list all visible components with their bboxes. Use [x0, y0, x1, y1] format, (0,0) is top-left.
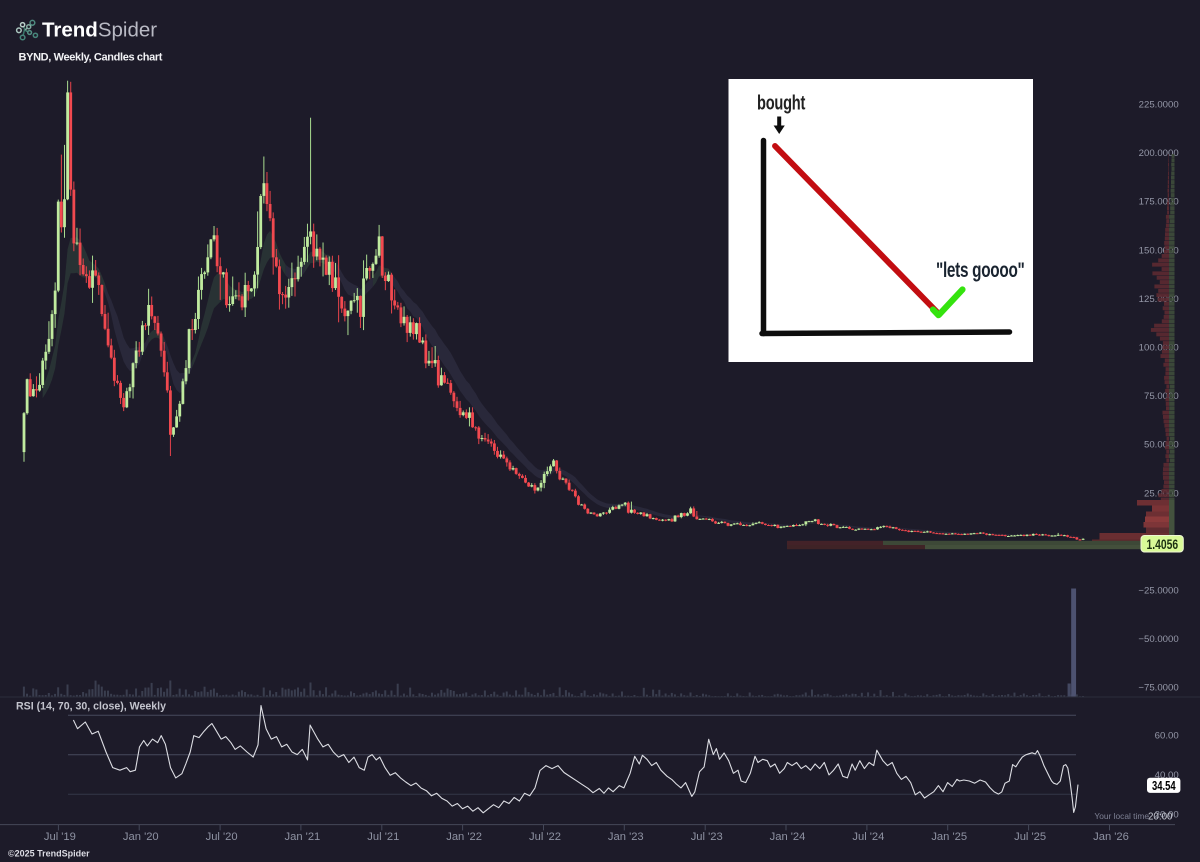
svg-text:−75.0000: −75.0000: [1138, 683, 1178, 694]
svg-text:40.00: 40.00: [1155, 770, 1179, 781]
svg-text:60.00: 60.00: [1155, 730, 1179, 741]
svg-text:Jan '22: Jan '22: [446, 831, 482, 843]
svg-text:175.0000: 175.0000: [1139, 197, 1179, 208]
svg-text:BYND, Weekly, Candles chart: BYND, Weekly, Candles chart: [19, 52, 163, 64]
svg-text:−50.0000: −50.0000: [1138, 634, 1178, 645]
svg-text:Jan '23: Jan '23: [608, 831, 644, 843]
svg-text:200.0000: 200.0000: [1139, 148, 1179, 159]
svg-text:Jul '19: Jul '19: [44, 831, 76, 843]
svg-text:TrendSpider: TrendSpider: [42, 19, 157, 42]
svg-text:34.54: 34.54: [1152, 780, 1176, 794]
svg-text:bought: bought: [757, 91, 805, 114]
svg-text:Jul '22: Jul '22: [529, 831, 561, 843]
svg-text:1.4056: 1.4056: [1147, 537, 1179, 553]
svg-text:50.0000: 50.0000: [1144, 440, 1179, 451]
svg-text:RSI (14, 70, 30, close), Weekl: RSI (14, 70, 30, close), Weekly: [16, 701, 166, 713]
svg-text:©2025 TrendSpider: ©2025 TrendSpider: [8, 849, 90, 859]
svg-text:Jul '24: Jul '24: [852, 831, 884, 843]
svg-text:75.0000: 75.0000: [1144, 391, 1179, 402]
svg-text:Jul '23: Jul '23: [691, 831, 723, 843]
svg-text:Jan '26: Jan '26: [1093, 831, 1129, 843]
svg-text:225.0000: 225.0000: [1139, 100, 1179, 111]
svg-text:150.0000: 150.0000: [1139, 245, 1179, 256]
svg-text:20:00: 20:00: [1148, 812, 1173, 823]
svg-text:Jul '20: Jul '20: [206, 831, 238, 843]
svg-text:Your local time: Your local time: [1094, 811, 1149, 821]
svg-text:Jul '25: Jul '25: [1014, 831, 1046, 843]
svg-text:Jan '25: Jan '25: [931, 831, 967, 843]
svg-text:20.00: 20.00: [1155, 809, 1179, 820]
svg-text:Jan '20: Jan '20: [123, 831, 159, 843]
svg-text:100.0000: 100.0000: [1139, 343, 1179, 354]
svg-text:Jul '21: Jul '21: [367, 831, 399, 843]
svg-text:Jan '24: Jan '24: [770, 831, 806, 843]
svg-text:Jan '21: Jan '21: [285, 831, 321, 843]
svg-text:"lets goooo": "lets goooo": [936, 258, 1024, 282]
svg-text:−25.0000: −25.0000: [1138, 586, 1178, 597]
